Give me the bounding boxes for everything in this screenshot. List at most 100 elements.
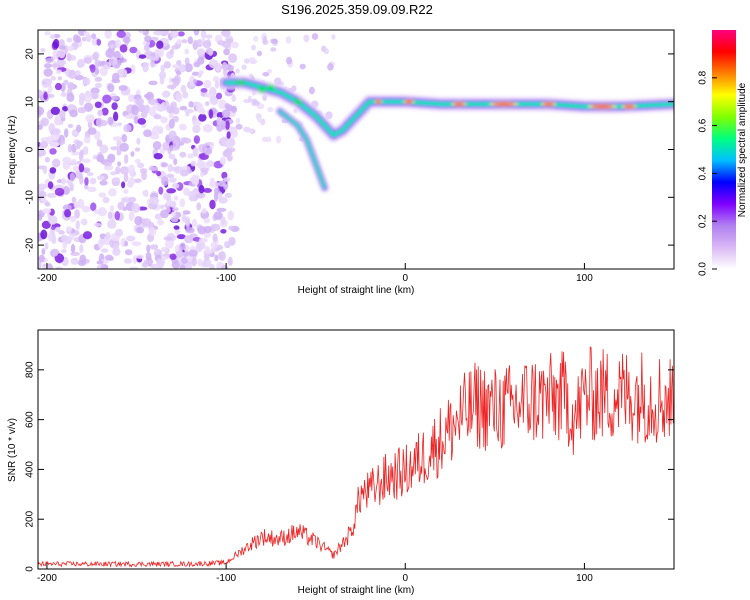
noise-speckle <box>235 68 240 74</box>
noise-speckle <box>162 141 172 151</box>
noise-speckle <box>71 196 77 204</box>
noise-speckle <box>197 157 203 168</box>
noise-speckle <box>224 240 230 247</box>
noise-speckle <box>160 116 168 124</box>
ridge-hotspot-core <box>542 102 555 106</box>
noise-speckle <box>112 136 122 141</box>
noise-speckle <box>191 178 199 185</box>
noise-speckle <box>83 31 90 37</box>
noise-speckle <box>221 171 228 180</box>
noise-speckle <box>66 92 75 103</box>
noise-speckle <box>108 188 117 197</box>
noise-speckle <box>220 216 226 225</box>
noise-speckle <box>197 258 203 267</box>
noise-speckle <box>115 228 124 237</box>
noise-speckle <box>89 64 96 73</box>
noise-speckle <box>142 62 149 73</box>
noise-speckle <box>267 107 274 113</box>
noise-speckle <box>102 94 112 104</box>
noise-speckle <box>77 106 87 114</box>
y-tick-label: 400 <box>25 461 36 478</box>
noise-speckle <box>55 114 60 122</box>
noise-speckle <box>84 177 89 186</box>
noise-speckle <box>196 202 202 211</box>
noise-speckle <box>76 124 82 133</box>
noise-speckle <box>133 178 142 184</box>
ridge-hotspot-core <box>453 102 465 106</box>
noise-speckle <box>58 230 65 235</box>
noise-speckle <box>58 109 66 119</box>
noise-speckle <box>98 192 107 198</box>
noise-speckle <box>66 53 72 62</box>
noise-speckle <box>193 78 198 84</box>
noise-speckle <box>107 116 114 126</box>
noise-speckle <box>251 44 256 51</box>
signal-ridge <box>219 75 674 193</box>
noise-speckle <box>220 228 227 234</box>
noise-speckle <box>188 249 198 257</box>
noise-speckle <box>209 199 216 210</box>
noise-speckle <box>225 192 233 198</box>
noise-speckle <box>42 165 48 175</box>
noise-speckle <box>44 31 51 36</box>
noise-speckle <box>78 92 86 101</box>
noise-speckle <box>121 133 128 143</box>
noise-speckle <box>43 91 48 100</box>
noise-speckle <box>177 31 185 37</box>
noise-speckle <box>44 242 49 250</box>
noise-speckle <box>156 40 164 49</box>
noise-speckle <box>189 75 196 86</box>
noise-speckle <box>159 74 165 85</box>
x-tick-label: -200 <box>37 273 57 284</box>
noise-speckle <box>38 124 43 130</box>
noise-speckle <box>67 123 74 128</box>
noise-speckle <box>172 106 180 115</box>
noise-speckle <box>293 108 298 114</box>
noise-speckle <box>156 171 162 177</box>
noise-speckle <box>166 84 177 90</box>
noise-speckle <box>218 251 226 261</box>
noise-speckle <box>124 249 133 256</box>
noise-speckle <box>137 162 145 169</box>
noise-speckle <box>210 241 219 249</box>
noise-speckle <box>107 153 116 164</box>
noise-speckle <box>203 217 211 224</box>
noise-speckle <box>202 258 212 268</box>
noise-speckle <box>38 254 45 263</box>
noise-speckle <box>187 153 194 159</box>
noise-speckle <box>81 205 91 213</box>
noise-speckle <box>192 39 199 50</box>
noise-speckle <box>169 30 179 39</box>
noise-speckle <box>195 242 203 253</box>
noise-speckle <box>228 236 236 246</box>
noise-speckle <box>44 78 53 86</box>
noise-speckle <box>160 209 170 219</box>
noise-speckle <box>119 44 128 53</box>
noise-speckle <box>256 50 263 57</box>
noise-speckle <box>166 199 172 207</box>
noise-speckle <box>93 222 102 227</box>
noise-speckle <box>148 80 158 86</box>
colorbar-ticks: 0.0 0.2 0.4 0.6 0.8 <box>698 70 717 276</box>
noise-speckle <box>95 117 104 128</box>
noise-speckle <box>97 239 104 249</box>
noise-speckle <box>133 115 139 125</box>
noise-speckle <box>228 137 235 146</box>
noise-speckle <box>172 139 180 150</box>
noise-speckle <box>158 186 164 195</box>
noise-speckle <box>89 177 97 185</box>
noise-speckle <box>75 220 81 231</box>
noise-speckle <box>247 95 252 104</box>
noise-speckle <box>111 102 118 111</box>
noise-speckle <box>128 94 134 103</box>
noise-speckle <box>40 47 46 53</box>
noise-speckle <box>129 266 139 269</box>
noise-speckle <box>136 254 145 259</box>
noise-speckle <box>96 139 103 147</box>
noise-speckle <box>169 253 177 260</box>
ridge-hotspot-core <box>591 105 614 108</box>
noise-speckle <box>73 34 80 43</box>
noise-speckle <box>226 38 234 43</box>
noise-speckle <box>161 101 167 111</box>
